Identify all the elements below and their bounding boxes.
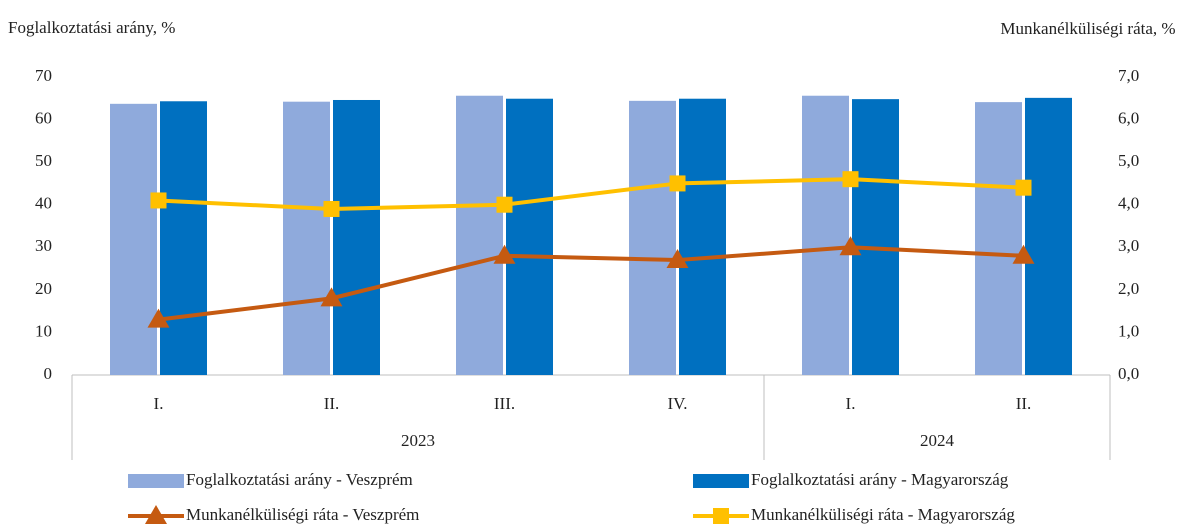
bar [852, 99, 899, 375]
y2-tick-label: 1,0 [1118, 321, 1139, 340]
y2-axis-title: Munkanélküliségi ráta, % [1000, 19, 1176, 38]
x-tick-label: II. [1016, 394, 1032, 413]
legend-label: Foglalkoztatási arány - Magyarország [751, 470, 1009, 489]
legend-label: Munkanélküliségi ráta - Magyarország [751, 505, 1015, 524]
y2-tick-label: 5,0 [1118, 151, 1139, 170]
bar [802, 95, 849, 375]
bar [333, 99, 380, 375]
legend-swatch [693, 474, 749, 488]
marker [147, 308, 170, 328]
marker [496, 196, 513, 213]
y2-tick-label: 4,0 [1118, 194, 1139, 213]
y-tick-label: 60 [35, 108, 52, 127]
line [158, 245, 1024, 322]
bar [283, 101, 330, 375]
group-label: 2024 [920, 431, 955, 450]
marker [1015, 179, 1032, 196]
bar [456, 95, 503, 375]
y2-tick-label: 7,0 [1118, 66, 1139, 85]
y2-tick-label: 0,0 [1118, 364, 1139, 383]
x-tick-label: IV. [668, 394, 688, 413]
marker [842, 171, 859, 188]
marker [493, 244, 516, 264]
y-tick-label: 50 [35, 151, 52, 170]
marker [1012, 244, 1035, 264]
bar [975, 102, 1022, 376]
x-tick-label: I. [846, 394, 856, 413]
bar [506, 98, 553, 375]
y-tick-label: 0 [44, 364, 53, 383]
marker [839, 236, 862, 256]
y-axis-title: Foglalkoztatási arány, % [8, 18, 176, 37]
marker [150, 192, 167, 209]
marker [669, 175, 686, 192]
y2-tick-label: 2,0 [1118, 279, 1139, 298]
legend-marker [713, 508, 729, 524]
bar [110, 103, 157, 375]
y2-tick-label: 6,0 [1118, 108, 1139, 127]
y2-tick-label: 3,0 [1118, 236, 1139, 255]
x-tick-label: III. [494, 394, 515, 413]
legend-swatch [128, 474, 184, 488]
bar [1025, 97, 1072, 376]
line [158, 177, 1024, 211]
legend-label: Foglalkoztatási arány - Veszprém [186, 470, 413, 489]
bar [629, 100, 676, 375]
y-tick-label: 40 [35, 194, 52, 213]
x-tick-label: I. [154, 394, 164, 413]
bar [679, 98, 726, 375]
bar [160, 101, 207, 375]
marker [323, 200, 340, 217]
marker [320, 287, 343, 307]
y-tick-label: 10 [35, 321, 52, 340]
y-tick-label: 70 [35, 66, 52, 85]
x-tick-label: II. [324, 394, 340, 413]
marker [666, 249, 689, 269]
y-tick-label: 30 [35, 236, 52, 255]
group-label: 2023 [401, 431, 435, 450]
y-tick-label: 20 [35, 279, 52, 298]
legend-marker [145, 505, 167, 524]
legend-label: Munkanélküliségi ráta - Veszprém [186, 505, 419, 524]
